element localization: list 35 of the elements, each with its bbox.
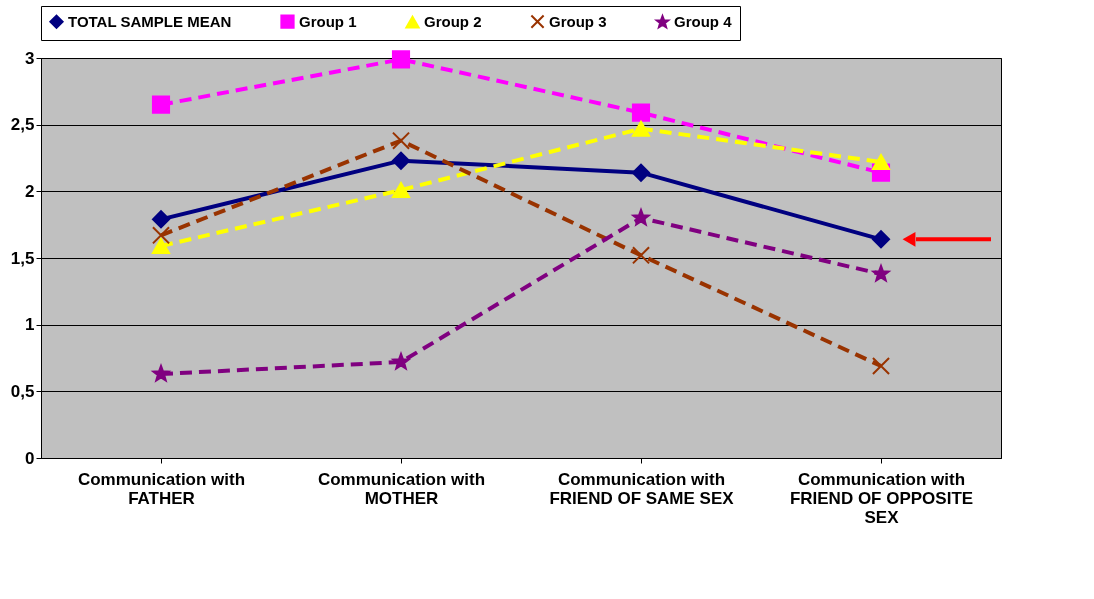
point bbox=[152, 364, 170, 382]
x-tick-label: Communication with FRIEND OF OPPOSITE SEX bbox=[789, 469, 974, 527]
point bbox=[151, 238, 171, 254]
point bbox=[392, 352, 410, 370]
y-tick-label: 0 bbox=[25, 448, 35, 468]
point bbox=[871, 154, 891, 170]
point bbox=[632, 208, 650, 226]
point bbox=[631, 163, 651, 182]
y-tick-label: 1,5 bbox=[10, 248, 35, 268]
point bbox=[151, 95, 171, 114]
point bbox=[391, 50, 411, 69]
point bbox=[631, 103, 651, 122]
point bbox=[391, 182, 411, 198]
point bbox=[631, 246, 651, 265]
x-tick-label: Communication with FATHER bbox=[77, 469, 246, 508]
point bbox=[151, 210, 171, 229]
legend-label: Group 2 bbox=[424, 13, 482, 31]
y-tick-label: 3 bbox=[25, 48, 35, 68]
legend-label: TOTAL SAMPLE MEAN bbox=[68, 12, 232, 30]
y-tick-label: 1 bbox=[25, 315, 35, 335]
point bbox=[872, 264, 890, 282]
x-tick-label: Communication with FRIEND OF SAME SEX bbox=[549, 469, 735, 508]
legend-label: Group 3 bbox=[549, 12, 607, 30]
y-tick-label: 0,5 bbox=[10, 381, 35, 401]
point bbox=[871, 230, 891, 249]
legend-label: Group 4 bbox=[674, 13, 733, 31]
legend-label: Group 1 bbox=[299, 12, 357, 30]
point bbox=[151, 226, 171, 245]
x-tick-label: Communication with MOTHER bbox=[317, 469, 486, 508]
point bbox=[391, 131, 411, 150]
point bbox=[391, 151, 411, 170]
y-tick-label: 2 bbox=[25, 181, 35, 201]
point bbox=[631, 120, 651, 137]
y-tick-label: 2,5 bbox=[10, 115, 35, 135]
point bbox=[871, 356, 891, 376]
